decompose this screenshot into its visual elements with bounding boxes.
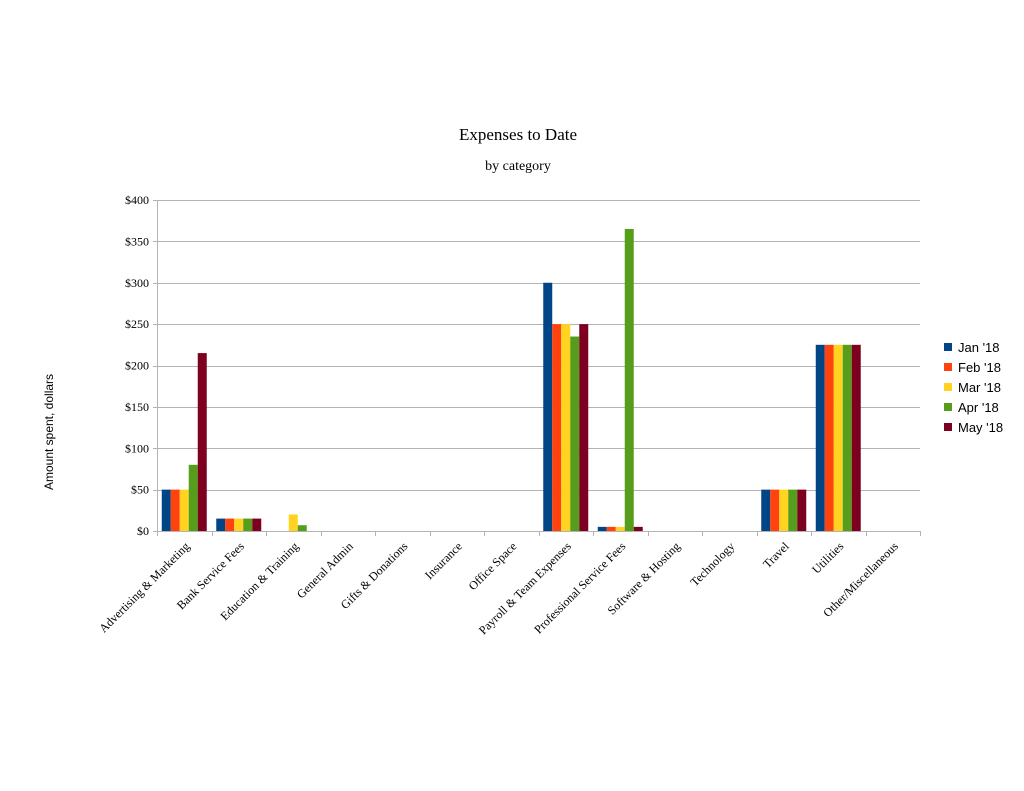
y-tick-label: $350 (125, 234, 149, 248)
bar (851, 344, 861, 531)
gridlines (157, 200, 920, 532)
y-tick-labels: $0 $50 $100 $150 $200 $250 $300 $350 $400 (125, 193, 149, 538)
bar (797, 489, 807, 531)
legend-label: Jan '18 (958, 340, 1000, 355)
bar (161, 489, 171, 531)
bar (252, 518, 262, 531)
x-tick-label: Professional Service Fees (531, 539, 628, 636)
x-tick-label: Payroll & Team Expenses (476, 539, 574, 637)
bar (570, 336, 580, 531)
legend-swatch (944, 363, 952, 371)
bar (234, 518, 244, 531)
bar (552, 324, 562, 531)
x-tick-label: Travel (760, 539, 792, 571)
bar (197, 353, 207, 531)
y-tick-label: $400 (125, 193, 149, 207)
legend-swatch (944, 423, 952, 431)
bar (779, 489, 789, 531)
bar (761, 489, 771, 531)
y-axis-label: Amount spent, dollars (42, 374, 56, 490)
y-tick-label: $0 (137, 524, 149, 538)
x-tick-label: Office Space (466, 539, 520, 593)
legend-swatch (944, 383, 952, 391)
bar (243, 518, 253, 531)
legend: Jan '18 Feb '18 Mar '18 Apr '18 May '18 (944, 340, 1003, 435)
x-tick-label: Advertising & Marketing (96, 539, 192, 635)
bar (824, 344, 834, 531)
legend-swatch (944, 403, 952, 411)
bar (288, 514, 298, 531)
bar (170, 489, 180, 531)
bar (615, 526, 625, 531)
bar (624, 228, 634, 531)
bar (561, 324, 571, 531)
bar (770, 489, 780, 531)
y-tick-label: $100 (125, 441, 149, 455)
y-tick-label: $150 (125, 400, 149, 414)
axes (153, 200, 921, 536)
bar (579, 324, 589, 531)
bar (815, 344, 825, 531)
bar (225, 518, 235, 531)
bar (842, 344, 852, 531)
legend-swatch (944, 343, 952, 351)
x-tick-label: Technology (688, 539, 738, 589)
bar (543, 282, 553, 531)
bar (788, 489, 798, 531)
y-tick-label: $250 (125, 317, 149, 331)
y-tick-label: $300 (125, 276, 149, 290)
legend-label: May '18 (958, 420, 1003, 435)
legend-label: Mar '18 (958, 380, 1001, 395)
bar (179, 489, 189, 531)
legend-label: Apr '18 (958, 400, 999, 415)
bar (633, 526, 643, 531)
y-tick-label: $200 (125, 359, 149, 373)
chart-title: Expenses to Date (459, 125, 577, 144)
bar (297, 525, 307, 531)
bars (161, 228, 861, 531)
bar (597, 526, 607, 531)
bar (188, 464, 198, 531)
x-tick-label: Insurance (422, 539, 465, 582)
y-tick-label: $50 (131, 483, 149, 497)
legend-label: Feb '18 (958, 360, 1001, 375)
bar (833, 344, 843, 531)
chart-subtitle: by category (485, 159, 551, 174)
bar (606, 526, 616, 531)
bar (216, 518, 226, 531)
x-tick-label: Utilities (809, 539, 846, 576)
